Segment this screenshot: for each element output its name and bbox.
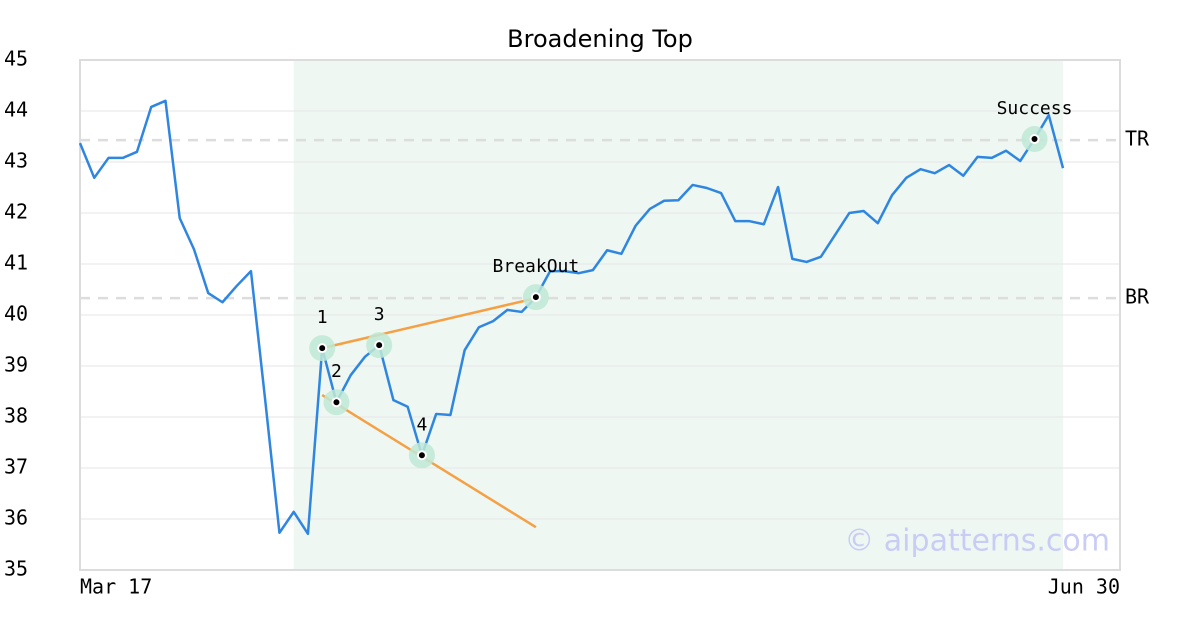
point-dot bbox=[331, 397, 342, 408]
point-dot bbox=[530, 292, 541, 303]
point-dot bbox=[1029, 134, 1040, 145]
point-dot bbox=[416, 450, 427, 461]
y-tick-label: 45 bbox=[4, 47, 28, 71]
point-label: Success bbox=[997, 98, 1073, 119]
point-dot bbox=[317, 343, 328, 354]
point-label: BreakOut bbox=[493, 256, 580, 277]
y-tick-label: 44 bbox=[4, 98, 28, 122]
level-label: BR bbox=[1125, 285, 1150, 309]
chart-title: Broadening Top bbox=[507, 25, 693, 53]
watermark: © aipatterns.com bbox=[844, 524, 1110, 559]
trend-line bbox=[321, 296, 537, 350]
price-line bbox=[78, 99, 1065, 536]
y-tick-label: 38 bbox=[4, 404, 28, 428]
level-label: TR bbox=[1125, 127, 1150, 151]
point-label: 2 bbox=[331, 361, 342, 382]
point-label: 4 bbox=[416, 414, 427, 435]
y-tick-label: 41 bbox=[4, 251, 28, 275]
plot-frame bbox=[79, 59, 1121, 571]
y-tick-label: 37 bbox=[4, 455, 28, 479]
point-label: 1 bbox=[317, 307, 328, 328]
point-dot bbox=[374, 340, 385, 351]
y-tick-label: 35 bbox=[4, 557, 28, 581]
point-label: 3 bbox=[374, 304, 385, 325]
x-tick-label: Jun 30 bbox=[1048, 575, 1120, 599]
y-tick-label: 43 bbox=[4, 149, 28, 173]
y-tick-label: 42 bbox=[4, 200, 28, 224]
y-tick-label: 40 bbox=[4, 302, 28, 326]
y-tick-label: 36 bbox=[4, 506, 28, 530]
x-tick-label: Mar 17 bbox=[80, 575, 152, 599]
y-tick-label: 39 bbox=[4, 353, 28, 377]
